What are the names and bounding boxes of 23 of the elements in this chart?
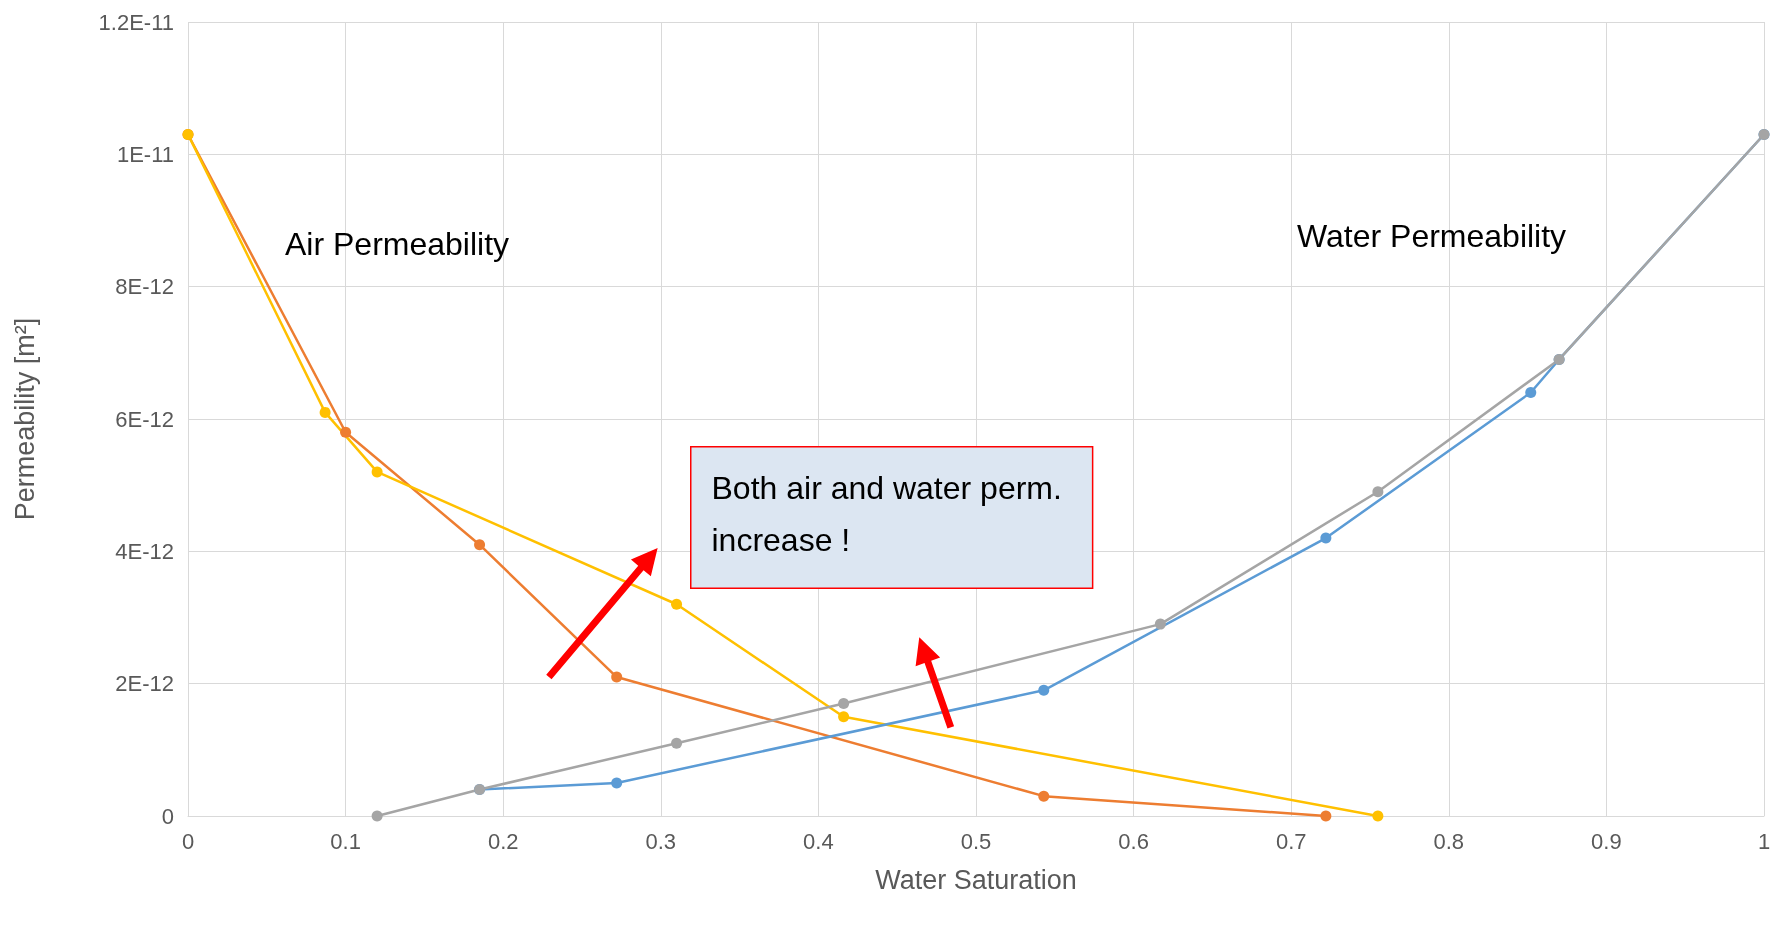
x-tick-label: 0.1: [330, 828, 361, 854]
y-tick-label: 1.2E-11: [98, 9, 174, 35]
x-tick-label: 0.2: [487, 828, 519, 854]
annotation: Air Permeability: [285, 226, 510, 262]
x-tick-label: 0.7: [1275, 828, 1307, 854]
y-tick-label: 4E-12: [115, 538, 174, 564]
x-tick-label: 1: [1757, 828, 1771, 854]
x-tick-label: 0.4: [803, 828, 834, 854]
y-axis-title: Permeability [m²]: [9, 317, 40, 521]
x-tick-label: 0.6: [1118, 828, 1149, 854]
annotation: Water Permeability: [1297, 218, 1567, 254]
y-tick-label: 8E-12: [115, 274, 174, 300]
x-axis-title: Water Saturation: [875, 864, 1077, 895]
x-tick-label: 0.8: [1433, 828, 1465, 854]
y-tick-label: 0: [161, 803, 174, 829]
x-tick-label: 0.3: [645, 828, 677, 854]
x-tick-label: 0: [181, 828, 195, 854]
x-tick-label: 0.9: [1591, 828, 1622, 854]
x-tick-label: 0.5: [960, 828, 992, 854]
annotation: Both air and water perm. increase !: [711, 469, 1062, 558]
y-tick-label: 6E-12: [115, 406, 174, 432]
y-tick-label: 1E-11: [116, 141, 174, 167]
y-tick-label: 2E-12: [115, 671, 174, 697]
